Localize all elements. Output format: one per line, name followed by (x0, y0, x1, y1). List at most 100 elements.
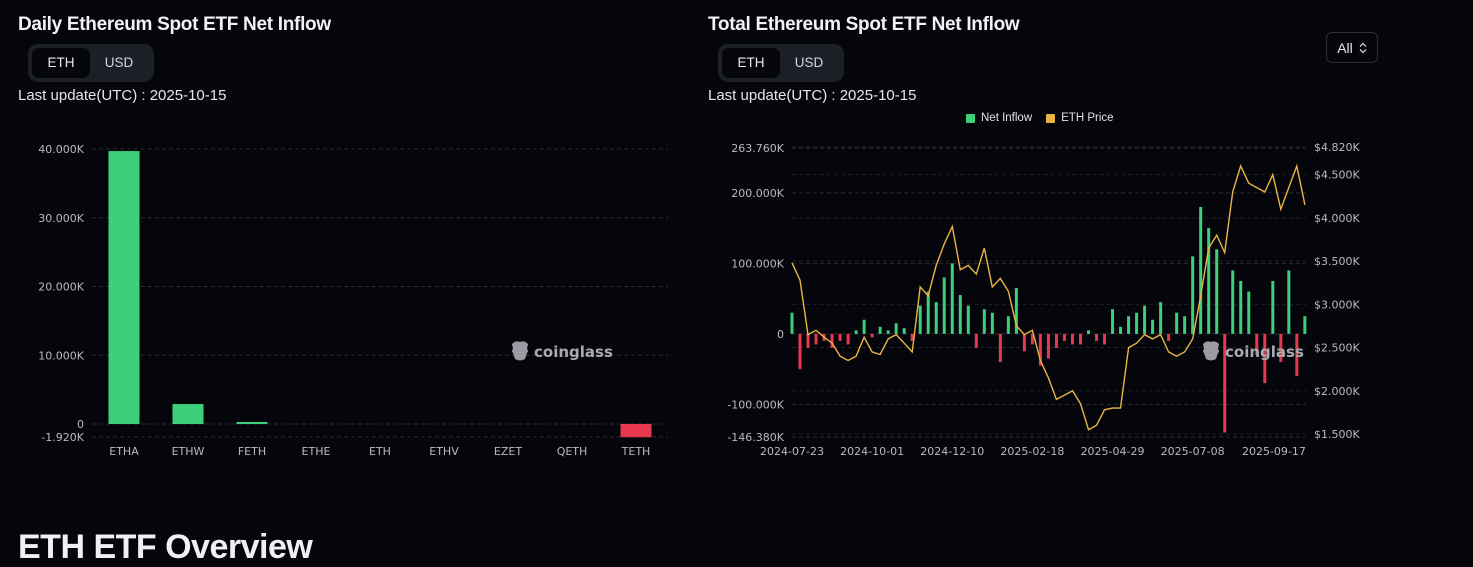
daily-inflow-title: Daily Ethereum Spot ETF Net Inflow (18, 14, 331, 35)
bar-ethw (172, 404, 204, 424)
inflow-bar (1279, 333, 1283, 363)
y-right-tick-label: $2.500K (1314, 342, 1360, 355)
inflow-bar (1006, 316, 1010, 334)
inflow-bar (1086, 330, 1090, 334)
legend-eth-price[interactable]: ETH Price (1046, 112, 1114, 124)
inflow-bar (1070, 333, 1074, 345)
inflow-bar (934, 302, 938, 334)
coinglass-logo-icon (1203, 341, 1219, 361)
legend-eth-price-label: ETH Price (1061, 112, 1114, 124)
inflow-bar (1199, 207, 1203, 334)
inflow-bar (798, 333, 802, 370)
inflow-bar (1022, 333, 1026, 352)
x-tick-label: 2024-12-10 (920, 445, 984, 458)
eth-price-line (791, 163, 1306, 431)
inflow-bar (1183, 316, 1187, 334)
coinglass-watermark: coinglass (512, 341, 613, 361)
inflow-bar (862, 319, 866, 334)
bar-etha (108, 151, 140, 424)
inflow-bar (1038, 333, 1042, 366)
inflow-bar (1111, 309, 1115, 334)
inflow-bar (838, 333, 842, 341)
x-tick-label: 2025-07-08 (1161, 445, 1225, 458)
y-tick-label: 0 (77, 418, 84, 431)
daily-unit-toggle: ETH USD (28, 44, 154, 82)
inflow-bar (1159, 302, 1163, 334)
inflow-bar (814, 333, 818, 345)
inflow-bar (910, 333, 914, 341)
inflow-bar (1167, 333, 1171, 341)
inflow-bar (1103, 333, 1107, 345)
inflow-bar (1247, 291, 1251, 334)
inflow-bar (1143, 305, 1147, 334)
total-unit-toggle: ETH USD (718, 44, 844, 82)
inflow-bar (974, 333, 978, 348)
inflow-bar (1127, 316, 1131, 334)
total-last-update: Last update(UTC) : 2025-10-15 (708, 87, 917, 104)
range-select-value: All (1337, 39, 1353, 56)
legend-net-inflow[interactable]: Net Inflow (966, 112, 1032, 124)
inflow-bar (878, 326, 882, 334)
total-toggle-usd[interactable]: USD (794, 55, 824, 70)
inflow-bar (1231, 270, 1235, 334)
coinglass-logo-icon (512, 341, 528, 361)
x-tick-label: 2025-09-17 (1242, 445, 1306, 458)
inflow-bar (870, 333, 874, 338)
daily-toggle-usd[interactable]: USD (104, 55, 134, 70)
inflow-bar (1014, 288, 1018, 334)
inflow-bar (854, 330, 858, 334)
inflow-bar (1215, 249, 1219, 334)
x-tick-label: 2024-07-23 (760, 445, 824, 458)
y-right-tick-label: $1.500K (1314, 428, 1360, 441)
inflow-bar (1119, 326, 1123, 334)
inflow-bar (966, 305, 970, 334)
chart-legend: Net Inflow ETH Price (966, 112, 1114, 124)
inflow-bar (1255, 333, 1259, 355)
inflow-bar (990, 312, 994, 334)
inflow-bar (1303, 316, 1307, 334)
inflow-bar (1030, 333, 1034, 345)
watermark-text: coinglass (534, 343, 613, 361)
y-left-tick-label: -146.380K (727, 431, 784, 444)
y-right-tick-label: $4.000K (1314, 212, 1360, 225)
inflow-bar (1223, 333, 1227, 433)
bar-feth (236, 421, 268, 424)
x-tick-label: EZET (494, 445, 522, 458)
y-tick-label: 20.000K (38, 281, 84, 294)
x-tick-label: FETH (238, 445, 266, 458)
daily-toggle-eth[interactable]: ETH (32, 48, 90, 78)
legend-net-inflow-label: Net Inflow (981, 112, 1033, 124)
inflow-bar (894, 323, 898, 334)
y-tick-label: 10.000K (38, 349, 84, 362)
legend-eth-price-swatch (1046, 113, 1056, 123)
x-tick-label: 2025-04-29 (1081, 445, 1145, 458)
inflow-bar (1151, 319, 1155, 334)
inflow-bar (1295, 333, 1299, 377)
y-right-tick-label: $4.820K (1314, 141, 1360, 154)
y-right-tick-label: $4.500K (1314, 169, 1360, 182)
inflow-bar (1095, 333, 1099, 341)
inflow-bar (1191, 256, 1195, 334)
y-left-tick-label: 100.000K (731, 257, 784, 270)
x-tick-label: ETHW (172, 445, 205, 458)
inflow-bar (1271, 281, 1275, 334)
inflow-bar (822, 333, 826, 341)
inflow-bar (1175, 312, 1179, 334)
x-tick-label: ETH (369, 445, 391, 458)
inflow-bar (942, 277, 946, 334)
y-tick-label: 40.000K (38, 143, 84, 156)
inflow-bar (950, 263, 954, 334)
section-title: ETH ETF Overview (18, 528, 313, 566)
bar-teth (620, 424, 652, 438)
x-tick-label: 2025-02-18 (1000, 445, 1064, 458)
inflow-bar (1239, 281, 1243, 334)
y-left-tick-label: -100.000K (727, 398, 784, 411)
inflow-bar (1287, 270, 1291, 334)
inflow-bar (902, 328, 906, 334)
x-tick-label: ETHV (429, 445, 459, 458)
total-toggle-eth[interactable]: ETH (722, 48, 780, 78)
x-tick-label: QETH (557, 445, 588, 458)
y-tick-label: -1.920K (41, 431, 84, 444)
range-select[interactable]: All (1326, 32, 1378, 63)
